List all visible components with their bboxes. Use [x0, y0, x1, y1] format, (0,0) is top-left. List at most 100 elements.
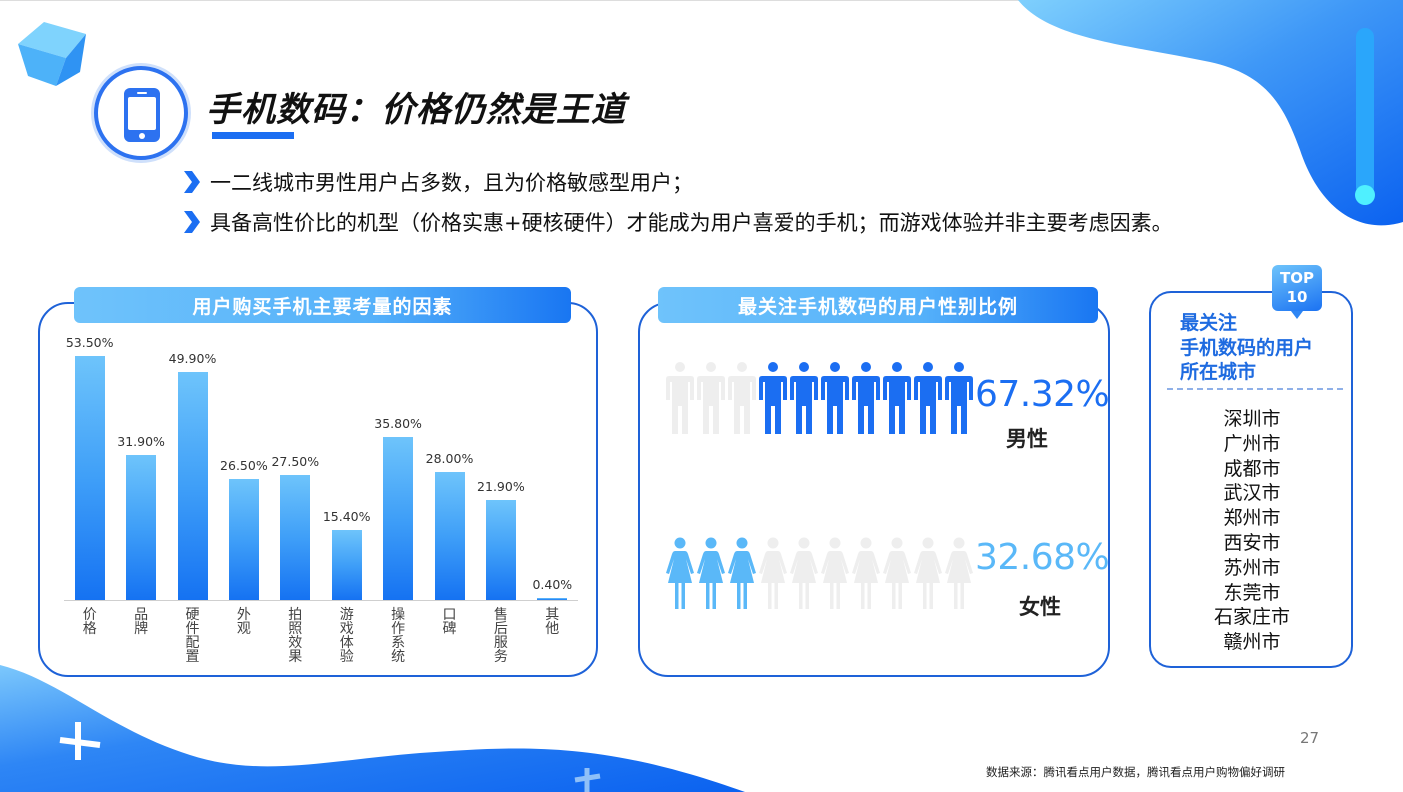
bar-column: 31.90% — [115, 434, 167, 600]
female-icon-row — [666, 537, 973, 613]
female-person-icon — [759, 537, 787, 613]
male-person-icon — [914, 362, 942, 438]
page-number: 27 — [1300, 729, 1320, 747]
female-person-icon — [883, 537, 911, 613]
x-axis-label: 品 牌 — [134, 607, 149, 637]
badge-line2: 10 — [1286, 288, 1308, 306]
bar — [74, 356, 105, 600]
bar — [383, 436, 414, 600]
purchase-factors-title: 用户购买手机主要考量的因素 — [74, 287, 571, 323]
bar-value-label: 21.90% — [477, 479, 525, 495]
bar-column: 49.90% — [167, 351, 219, 600]
bar-value-label: 0.40% — [532, 577, 573, 592]
x-axis-label: 口 碑 — [442, 607, 457, 637]
bar — [331, 529, 362, 600]
bar-value-label: 15.40% — [322, 508, 371, 524]
summary-bullets: 一二线城市男性用户占多数，且为价格敏感型用户； 具备高性价比的机型（价格实惠+硬… — [182, 162, 1173, 242]
smartphone-icon — [124, 88, 160, 142]
female-person-icon — [945, 537, 973, 613]
female-percentage: 32.68% — [975, 537, 1110, 578]
bar-column: 53.50% — [64, 335, 116, 600]
city-item: 深圳市 — [1223, 408, 1281, 430]
phone-icon-badge — [94, 66, 188, 160]
bar-column: 28.00% — [424, 451, 476, 600]
x-axis-label: 硬 件 配 置 — [185, 607, 200, 665]
bullet-item: 具备高性价比的机型（价格实惠+硬核硬件）才能成为用户喜爱的手机；而游戏体验并非主… — [182, 202, 1173, 242]
male-person-icon — [728, 362, 756, 438]
city-item: 赣州市 — [1223, 631, 1281, 654]
bullet-text: 具备高性价比的机型（价格实惠+硬核硬件）才能成为用户喜爱的手机；而游戏体验并非主… — [210, 211, 1173, 235]
x-axis-label: 游 戏 体 验 — [339, 607, 354, 665]
x-axis-label: 外 观 — [236, 607, 251, 637]
female-person-icon — [666, 537, 694, 613]
bar-value-label: 53.50% — [65, 335, 114, 350]
cube-decoration — [18, 22, 86, 86]
page-title: 手机数码：价格仍然是王道 — [206, 90, 626, 130]
city-item: 广州市 — [1223, 432, 1281, 455]
top-cities-panel — [1149, 291, 1353, 668]
bar — [228, 479, 259, 600]
data-source-note: 数据来源：腾讯看点用户数据，腾讯看点用户购物偏好调研 — [986, 765, 1285, 779]
bar-column: 15.40% — [321, 509, 373, 600]
bar — [537, 598, 568, 600]
bar-column: 35.80% — [372, 416, 424, 600]
title-line: 所在城市 — [1180, 361, 1257, 383]
x-axis-label: 操 作 系 统 — [391, 607, 406, 665]
city-item: 成都市 — [1223, 457, 1281, 480]
bar-column: 21.90% — [475, 479, 527, 600]
city-item: 东莞市 — [1223, 581, 1281, 604]
female-person-icon — [852, 537, 880, 613]
bottom-left-wave-decoration — [0, 665, 745, 792]
bar — [126, 454, 157, 600]
male-person-icon — [790, 362, 818, 438]
x-axis-label: 拍 照 效 果 — [288, 607, 303, 665]
bar-column: 26.50% — [218, 458, 270, 600]
gender-ratio-panel — [638, 302, 1110, 677]
city-list: 深圳市 广州市 成都市 武汉市 郑州市 西安市 苏州市 东莞市 石家庄市 赣州市 — [1150, 407, 1354, 655]
chevron-right-icon — [184, 171, 200, 193]
city-item: 西安市 — [1223, 531, 1281, 554]
male-label: 男性 — [1006, 427, 1048, 451]
x-axis-label: 价 格 — [82, 607, 97, 637]
chevron-right-icon — [184, 211, 200, 233]
top-border — [0, 0, 1403, 1]
bar-value-label: 31.90% — [117, 433, 165, 449]
bar-column: 27.50% — [269, 454, 321, 600]
dashed-divider — [1167, 388, 1343, 390]
female-person-icon — [821, 537, 849, 613]
title-line: 最关注 — [1180, 312, 1238, 334]
bar — [280, 474, 311, 600]
bar-column: 0.40% — [526, 577, 578, 600]
bar-value-label: 27.50% — [271, 453, 320, 469]
male-person-icon — [852, 362, 880, 438]
bullet-item: 一二线城市男性用户占多数，且为价格敏感型用户； — [182, 162, 1173, 202]
bar-value-label: 35.80% — [374, 415, 422, 431]
female-person-icon — [790, 537, 818, 613]
city-item: 武汉市 — [1223, 482, 1281, 505]
city-item: 苏州市 — [1223, 556, 1281, 579]
x-axis-label: 其 他 — [545, 607, 560, 637]
female-label: 女性 — [1019, 595, 1061, 619]
female-person-icon — [914, 537, 942, 613]
title-underline — [212, 132, 294, 139]
title-line: 手机数码的用户 — [1180, 336, 1314, 359]
male-person-icon — [697, 362, 725, 438]
bar — [177, 372, 208, 600]
x-axis — [64, 600, 578, 601]
city-item: 郑州市 — [1223, 507, 1281, 530]
top10-badge: TOP 10 — [1272, 265, 1322, 319]
bar-value-label: 26.50% — [220, 458, 268, 474]
male-person-icon — [821, 362, 849, 438]
male-person-icon — [666, 362, 694, 438]
bar — [434, 472, 465, 600]
x-axis-label: 售 后 服 务 — [493, 607, 508, 665]
male-percentage: 67.32% — [975, 374, 1110, 415]
badge-line1: TOP — [1280, 269, 1314, 287]
female-person-icon — [728, 537, 756, 613]
male-person-icon — [759, 362, 787, 438]
bar — [485, 500, 516, 600]
top-cities-title: 最关注 手机数码的用户 所在城市 — [1180, 311, 1313, 385]
male-person-icon — [945, 362, 973, 438]
bullet-text: 一二线城市男性用户占多数，且为价格敏感型用户； — [210, 171, 693, 195]
gender-ratio-title: 最关注手机数码的用户性别比例 — [658, 287, 1098, 323]
